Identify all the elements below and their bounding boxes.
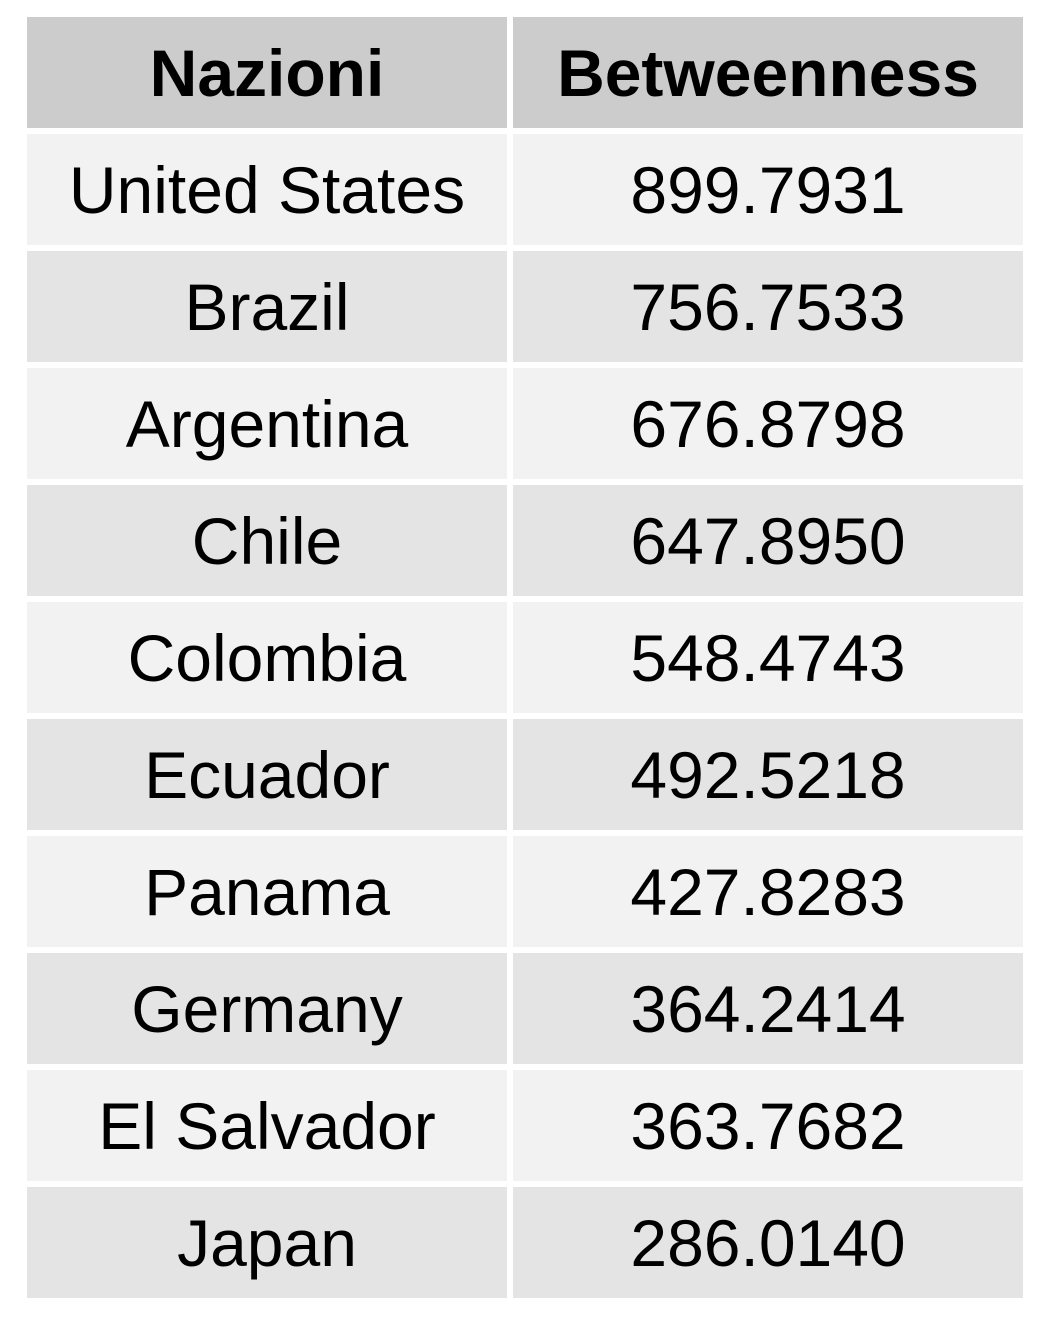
header-row: Nazioni Betweenness	[27, 17, 1023, 128]
betweenness-cell: 286.0140	[513, 1181, 1023, 1298]
country-cell: Germany	[27, 947, 513, 1064]
table-row: Colombia 548.4743	[27, 596, 1023, 713]
betweenness-cell: 364.2414	[513, 947, 1023, 1064]
table-row: El Salvador 363.7682	[27, 1064, 1023, 1181]
table-row: United States 899.7931	[27, 128, 1023, 245]
betweenness-cell: 676.8798	[513, 362, 1023, 479]
table-row: Brazil 756.7533	[27, 245, 1023, 362]
table-row: Panama 427.8283	[27, 830, 1023, 947]
country-cell: Ecuador	[27, 713, 513, 830]
column-header-betweenness: Betweenness	[513, 17, 1023, 128]
table-row: Ecuador 492.5218	[27, 713, 1023, 830]
country-cell: El Salvador	[27, 1064, 513, 1181]
column-header-nazioni: Nazioni	[27, 17, 513, 128]
country-cell: Colombia	[27, 596, 513, 713]
betweenness-cell: 427.8283	[513, 830, 1023, 947]
betweenness-cell: 363.7682	[513, 1064, 1023, 1181]
table-row: Japan 286.0140	[27, 1181, 1023, 1298]
country-cell: Panama	[27, 830, 513, 947]
betweenness-cell: 548.4743	[513, 596, 1023, 713]
country-cell: Chile	[27, 479, 513, 596]
table-row: Argentina 676.8798	[27, 362, 1023, 479]
country-cell: Argentina	[27, 362, 513, 479]
country-cell: Brazil	[27, 245, 513, 362]
table-row: Chile 647.8950	[27, 479, 1023, 596]
betweenness-cell: 899.7931	[513, 128, 1023, 245]
betweenness-cell: 756.7533	[513, 245, 1023, 362]
betweenness-table-container: Nazioni Betweenness United States 899.79…	[27, 17, 1023, 1298]
betweenness-cell: 647.8950	[513, 479, 1023, 596]
betweenness-table: Nazioni Betweenness United States 899.79…	[27, 17, 1023, 1298]
country-cell: United States	[27, 128, 513, 245]
country-cell: Japan	[27, 1181, 513, 1298]
table-row: Germany 364.2414	[27, 947, 1023, 1064]
betweenness-cell: 492.5218	[513, 713, 1023, 830]
